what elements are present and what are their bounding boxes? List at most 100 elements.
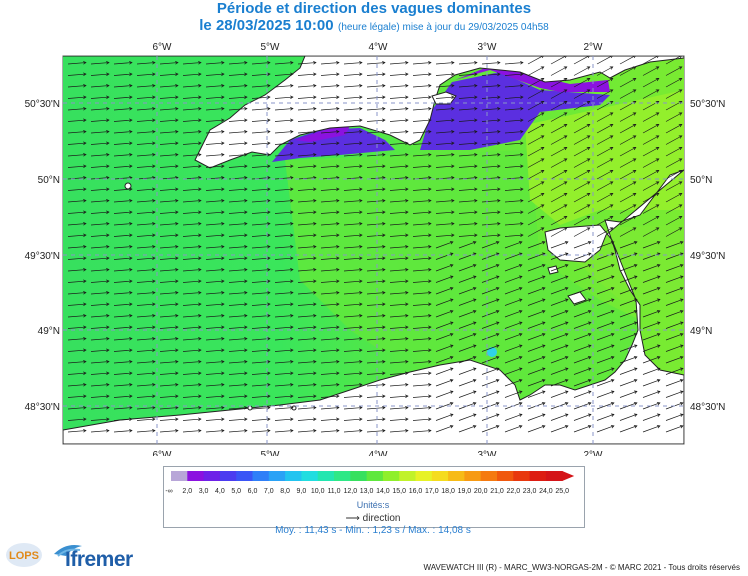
direction-arrow (90, 417, 110, 421)
direction-arrow (642, 204, 660, 214)
direction-arrow (573, 170, 591, 180)
lon-label-bottom: 2°W (584, 450, 604, 456)
direction-arrow (90, 72, 110, 76)
direction-arrow (527, 356, 546, 364)
color-scale-cell (268, 471, 286, 481)
direction-arrow (274, 360, 294, 364)
direction-arrow (228, 348, 248, 352)
direction-arrow (435, 72, 455, 76)
direction-arrow-icon: ⟶ (345, 513, 360, 524)
direction-arrow (343, 406, 363, 410)
color-scale-tick-label: 4,0 (215, 488, 225, 495)
direction-arrow (320, 325, 340, 329)
color-scale-cell (285, 471, 302, 481)
direction-arrow (619, 367, 638, 375)
direction-arrow (458, 356, 477, 364)
direction-arrow (205, 394, 225, 398)
direction-arrow (619, 425, 638, 433)
direction-arrow (366, 233, 386, 237)
direction-arrow (573, 66, 591, 76)
direction-arrow (136, 187, 156, 191)
direction-arrow (274, 199, 294, 203)
direction-arrow (136, 394, 156, 398)
direction-arrow (274, 394, 294, 398)
direction-arrow (90, 337, 110, 341)
direction-arrow (527, 181, 545, 191)
direction-arrow (205, 371, 225, 375)
color-scale-tick-label: 2,0 (182, 488, 192, 495)
direction-arrow (205, 302, 225, 306)
direction-arrow (90, 118, 110, 122)
color-scale-cell (301, 471, 319, 481)
direction-arrow (458, 333, 477, 341)
direction-arrow (182, 291, 202, 295)
direction-arrow (182, 222, 202, 226)
direction-arrow (481, 118, 501, 122)
direction-arrow (596, 170, 614, 180)
direction-arrow (205, 187, 225, 191)
direction-arrow (527, 147, 545, 157)
direction-arrow (504, 275, 523, 283)
color-scale-cell (399, 471, 416, 481)
lon-label-bottom: 6°W (153, 450, 173, 456)
direction-arrow (182, 141, 202, 145)
direction-arrow (297, 394, 317, 398)
direction-arrow (389, 325, 409, 329)
period-statistics: Moy. : 11,43 s - Min. : 1,23 s / Max. : … (275, 525, 471, 536)
direction-arrow (527, 287, 546, 295)
direction-arrow (228, 141, 248, 145)
direction-arrow (343, 348, 363, 352)
direction-arrow (481, 95, 501, 99)
direction-arrow (205, 153, 225, 157)
direction-arrow (458, 187, 478, 191)
direction-arrow (251, 107, 271, 111)
direction-arrow (113, 245, 133, 249)
direction-arrow (113, 95, 133, 99)
direction-arrow (320, 360, 340, 364)
direction-arrow (596, 425, 615, 433)
color-scale-tick-label: 25,0 (555, 488, 569, 495)
direction-arrow (320, 429, 340, 433)
direction-arrow (481, 199, 501, 203)
direction-arrow (67, 233, 87, 237)
direction-arrow (67, 95, 87, 99)
direction-arrow (596, 264, 615, 272)
low-period-zone-east (420, 72, 610, 150)
direction-arrow (366, 406, 386, 410)
direction-arrow (251, 164, 271, 168)
direction-arrow (67, 187, 87, 191)
direction-arrow (182, 325, 202, 329)
direction-arrow (113, 371, 133, 375)
direction-arrow (642, 390, 661, 398)
direction-arrow (90, 210, 110, 214)
direction-arrow (297, 325, 317, 329)
direction-arrow (366, 348, 386, 352)
direction-arrow (366, 429, 386, 433)
direction-arrow (596, 402, 615, 410)
direction-arrow (550, 413, 569, 421)
direction-arrow (550, 112, 568, 122)
direction-arrow (550, 158, 568, 168)
direction-arrow (320, 164, 340, 168)
direction-arrow (274, 337, 294, 341)
direction-arrow (297, 268, 317, 272)
direction-arrow (596, 193, 614, 203)
direction-arrow (136, 417, 156, 421)
direction-arrow (389, 187, 409, 191)
direction-arrow (389, 302, 409, 306)
direction-arrow (366, 210, 386, 214)
direction-arrow (182, 118, 202, 122)
direction-arrow (665, 413, 684, 421)
direction-arrow (159, 360, 179, 364)
direction-arrow (274, 406, 294, 410)
direction-arrow (458, 390, 477, 398)
color-scale-tick-label: 8,0 (280, 488, 290, 495)
direction-arrow (665, 56, 682, 65)
direction-arrow (527, 158, 545, 168)
direction-arrow (665, 241, 684, 249)
direction-arrow (205, 141, 225, 145)
units-label: Unités:s (356, 500, 390, 510)
direction-arrow (412, 417, 432, 421)
direction-arrow (343, 130, 363, 134)
color-scale-tick-label: 18,0 (441, 488, 455, 495)
